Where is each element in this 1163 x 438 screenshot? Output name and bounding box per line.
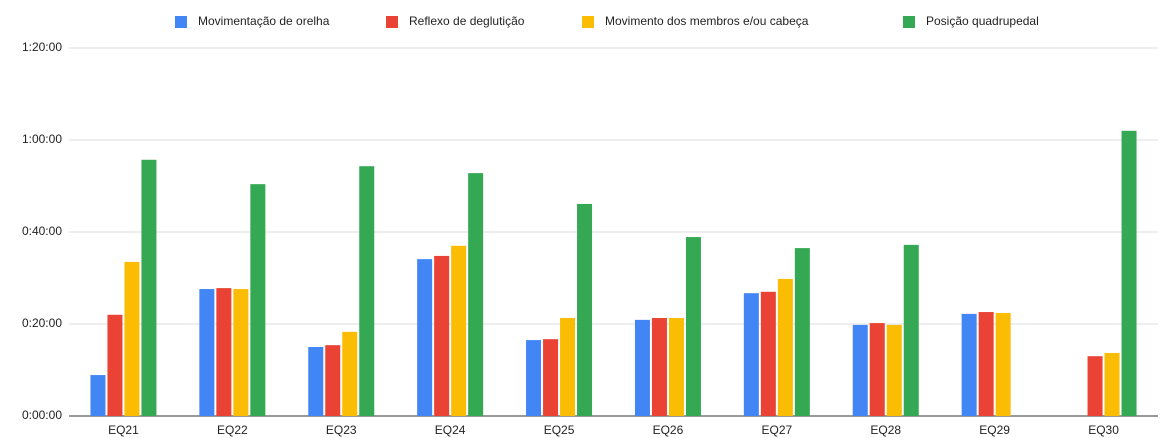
bar [451,245,467,416]
bar [342,331,358,416]
y-tick-label: 0:20:00 [22,316,62,330]
bar [852,324,868,416]
x-tick-label: EQ24 [435,423,466,437]
bar [308,347,324,416]
y-tick-label: 0:00:00 [22,408,62,422]
bar [777,278,793,416]
legend-label: Reflexo de deglutição [409,14,525,28]
bar [141,159,157,416]
bar [995,312,1011,416]
x-tick-label: EQ28 [870,423,901,437]
x-tick-label: EQ23 [326,423,357,437]
bar [886,324,902,416]
bar [124,261,140,416]
y-tick-label: 1:00:00 [22,132,62,146]
bar [359,166,375,416]
bar [434,255,450,416]
legend-swatch [582,16,594,28]
y-tick-label: 0:40:00 [22,224,62,238]
legend-label: Posição quadrupedal [926,14,1039,28]
legend-label: Movimento dos membros e/ou cabeça [605,14,809,28]
bar [526,340,542,416]
bar [199,289,215,416]
x-tick-label: EQ21 [108,423,139,437]
bar [685,237,701,416]
legend-label: Movimentação de orelha [198,14,330,28]
bar [743,293,759,416]
legend-swatch [175,16,187,28]
bar [325,345,341,416]
legend-swatch [903,16,915,28]
bar [651,318,667,416]
bar [543,339,559,416]
x-tick-label: EQ25 [544,423,575,437]
y-tick-label: 1:20:00 [22,40,62,54]
legend-swatch [386,16,398,28]
bar [107,314,123,416]
bar [668,318,684,416]
bar [794,248,810,416]
bar [90,375,106,416]
x-tick-label: EQ29 [979,423,1010,437]
bar [961,313,977,416]
bar [250,184,266,416]
bar [577,203,593,416]
bar [468,173,484,416]
bar [869,323,885,416]
x-tick-label: EQ30 [1088,423,1119,437]
bar [634,319,650,416]
x-tick-label: EQ26 [653,423,684,437]
x-tick-label: EQ22 [217,423,248,437]
bar [560,318,576,416]
bar [903,244,919,416]
bar [216,288,232,416]
x-tick-label: EQ27 [762,423,793,437]
bar [978,312,994,416]
bar [1104,352,1120,416]
bar [417,259,433,416]
bar [760,291,776,416]
bar [1087,356,1103,416]
bar [233,289,249,416]
bar [1121,130,1137,417]
